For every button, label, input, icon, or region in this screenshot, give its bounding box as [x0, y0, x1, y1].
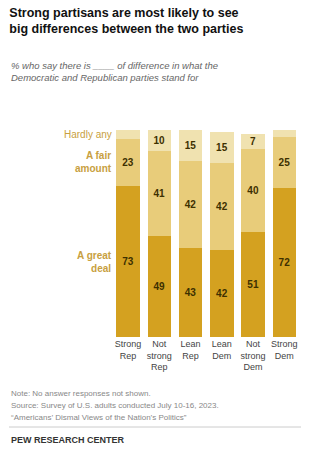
svg-text:LeanRep: LeanRep	[181, 339, 201, 361]
svg-text:7: 7	[250, 136, 256, 147]
svg-text:A greatdeal: A greatdeal	[77, 250, 112, 274]
svg-text:Hardly any: Hardly any	[64, 129, 112, 140]
svg-text:StrongDem: StrongDem	[271, 339, 298, 361]
svg-text:NotstrongDem: NotstrongDem	[241, 339, 266, 372]
svg-text:23: 23	[122, 157, 134, 168]
svg-text:Strong partisans are most like: Strong partisans are most likely to seeb…	[9, 6, 243, 36]
svg-text:% who say there is ____ of dif: % who say there is ____ of difference in…	[11, 60, 218, 83]
svg-text:51: 51	[247, 279, 259, 290]
svg-text:A fairamount: A fairamount	[75, 150, 112, 174]
svg-text:25: 25	[279, 157, 291, 168]
svg-text:42: 42	[216, 288, 228, 299]
svg-text:“Americans’ Dismal Views of th: “Americans’ Dismal Views of the Nation’s…	[11, 413, 187, 422]
svg-text:15: 15	[216, 142, 228, 153]
svg-text:Note: No answer responses not: Note: No answer responses not shown.	[11, 389, 151, 398]
svg-text:15: 15	[185, 140, 197, 151]
svg-text:40: 40	[247, 185, 259, 196]
svg-text:Source: Survey of U.S. adults: Source: Survey of U.S. adults conducted …	[11, 401, 219, 410]
svg-text:42: 42	[216, 201, 228, 212]
svg-text:72: 72	[279, 257, 291, 268]
svg-text:41: 41	[154, 188, 166, 199]
svg-text:73: 73	[122, 256, 134, 267]
svg-text:10: 10	[154, 135, 166, 146]
svg-text:43: 43	[185, 287, 197, 298]
svg-text:PEW RESEARCH CENTER: PEW RESEARCH CENTER	[11, 435, 125, 445]
svg-text:StrongRep: StrongRep	[115, 339, 142, 361]
svg-text:42: 42	[185, 199, 197, 210]
svg-text:NotstrongRep: NotstrongRep	[147, 339, 172, 372]
svg-text:LeanDem: LeanDem	[212, 339, 232, 361]
svg-text:49: 49	[154, 281, 166, 292]
